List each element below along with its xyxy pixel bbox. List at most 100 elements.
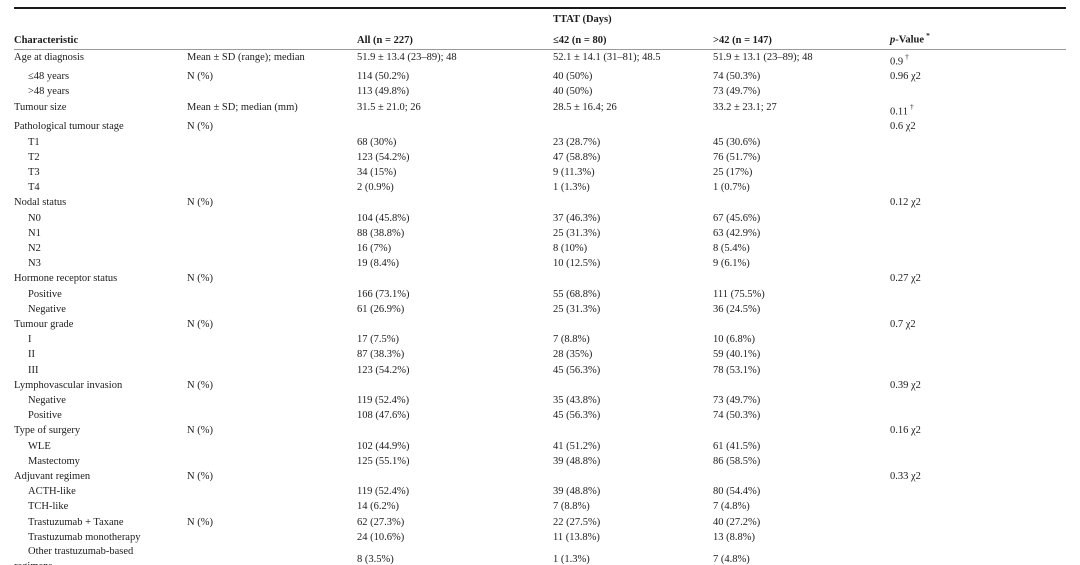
cell-p-text: 0.96 χ2 bbox=[890, 69, 1066, 84]
cell-gt42 bbox=[713, 271, 890, 286]
cell-text: 114 (50.2%) bbox=[357, 71, 410, 83]
cell-text: Other trastuzumab-based regimens bbox=[14, 546, 134, 565]
cell-text: Mastectomy bbox=[28, 455, 80, 467]
cell-descriptor bbox=[187, 211, 357, 226]
cell-text: 87 (38.3%) bbox=[357, 349, 405, 361]
cell-p-text bbox=[890, 332, 1066, 347]
cell-le42 bbox=[553, 423, 713, 438]
cell-text: 34 (15%) bbox=[357, 166, 397, 178]
cell-descriptor bbox=[187, 165, 357, 180]
cell-all: 114 (50.2%) bbox=[357, 69, 553, 84]
cell-all: 17 (7.5%) bbox=[357, 332, 553, 347]
cell-all: 104 (45.8%) bbox=[357, 211, 553, 226]
cell-descriptor bbox=[187, 363, 357, 378]
cell-label: >48 years bbox=[14, 84, 187, 99]
cell-text: 55 (68.8%) bbox=[553, 288, 601, 300]
cell-gt42: 36 (24.5%) bbox=[713, 302, 890, 317]
cell-all: 125 (55.1%) bbox=[357, 454, 553, 469]
cell-descriptor: N (%) bbox=[187, 317, 357, 332]
header-spacer bbox=[187, 8, 357, 28]
cell-text: 166 (73.1%) bbox=[357, 288, 410, 300]
cell-text: 7 (8.8%) bbox=[553, 334, 590, 346]
cell-text: 0.7 χ2 bbox=[890, 318, 916, 330]
cell-text: 16 (7%) bbox=[357, 242, 392, 254]
cell-text: 9 (11.3%) bbox=[553, 166, 595, 178]
cell-label: Type of surgery bbox=[14, 423, 187, 438]
cell-text: 102 (44.9%) bbox=[357, 440, 410, 452]
cell-text: Negative bbox=[28, 303, 66, 315]
cell-all: 123 (54.2%) bbox=[357, 363, 553, 378]
cell-text: 108 (47.6%) bbox=[357, 410, 410, 422]
cell-text: 0.27 χ2 bbox=[890, 273, 921, 285]
cell-label: T1 bbox=[14, 135, 187, 150]
table-row: N1 88 (38.8%) 25 (31.3%) 63 (42.9%) bbox=[14, 226, 1066, 241]
cell-text: N (%) bbox=[187, 470, 213, 482]
cell-text: 76 (51.7%) bbox=[713, 151, 761, 163]
table-row: T3 34 (15%) 9 (11.3%) 25 (17%) bbox=[14, 165, 1066, 180]
cell-gt42: 63 (42.9%) bbox=[713, 226, 890, 241]
cell-text: 8 (3.5%) bbox=[357, 553, 394, 565]
cell-all bbox=[357, 119, 553, 134]
cell-all: 108 (47.6%) bbox=[357, 408, 553, 423]
cell-all: 119 (52.4%) bbox=[357, 393, 553, 408]
cell-le42 bbox=[553, 469, 713, 484]
cell-all: 16 (7%) bbox=[357, 241, 553, 256]
cell-label: I bbox=[14, 332, 187, 347]
cell-text: Hormone receptor status bbox=[14, 273, 118, 285]
cell-text: III bbox=[28, 364, 39, 376]
cell-text: Positive bbox=[28, 288, 62, 300]
cell-all: 87 (38.3%) bbox=[357, 347, 553, 362]
cell-gt42 bbox=[713, 119, 890, 134]
cell-text: 45 (56.3%) bbox=[553, 410, 601, 422]
cell-label: Positive bbox=[14, 408, 187, 423]
table-header: TTAT (Days) Characteristic All (n = 227)… bbox=[14, 8, 1067, 49]
cell-descriptor: N (%) bbox=[187, 271, 357, 286]
cell-p-text: 0.9 † bbox=[890, 49, 1066, 69]
cell-gt42: 45 (30.6%) bbox=[713, 135, 890, 150]
cell-descriptor: Mean ± SD (range); median bbox=[187, 49, 357, 69]
cell-text: 19 (8.4%) bbox=[357, 258, 399, 270]
cell-label: ≤48 years bbox=[14, 69, 187, 84]
table-row: Tumour size Mean ± SD; median (mm) 31.5 ± … bbox=[14, 100, 1066, 120]
cell-text: N (%) bbox=[187, 273, 213, 285]
cell-text: 67 (45.6%) bbox=[713, 212, 761, 224]
table-row: ≤48 years N (%) 114 (50.2%) 40 (50%) 74 (50.… bbox=[14, 69, 1066, 84]
cell-gt42: 76 (51.7%) bbox=[713, 150, 890, 165]
header-row: Characteristic All (n = 227) ≤42 (n = 80… bbox=[14, 28, 1066, 49]
cell-descriptor bbox=[187, 84, 357, 99]
cell-gt42: 61 (41.5%) bbox=[713, 439, 890, 454]
table-body: Age at diagnosis Mean ± SD (range); media… bbox=[14, 49, 1066, 565]
cell-p-text bbox=[890, 408, 1066, 423]
header-gt42: >42 (n = 147) bbox=[713, 34, 772, 46]
cell-descriptor bbox=[187, 347, 357, 362]
cell-all: 14 (6.2%) bbox=[357, 499, 553, 514]
cell-p-text: 0.39 χ2 bbox=[890, 378, 1066, 393]
header-group-row: TTAT (Days) bbox=[14, 8, 1066, 28]
cell-label: Tumour grade bbox=[14, 317, 187, 332]
cell-text: 104 (45.8%) bbox=[357, 212, 410, 224]
cell-text: Type of surgery bbox=[14, 425, 81, 437]
dagger-superscript: † bbox=[905, 52, 909, 61]
cell-gt42: 73 (49.7%) bbox=[713, 393, 890, 408]
cell-text: 7 (4.8%) bbox=[713, 501, 750, 513]
cell-descriptor bbox=[187, 332, 357, 347]
cell-text: Positive bbox=[28, 410, 62, 422]
cell-all bbox=[357, 271, 553, 286]
cell-descriptor bbox=[187, 499, 357, 514]
cell-text: WLE bbox=[28, 440, 51, 452]
cell-text: 1 (0.7%) bbox=[713, 182, 750, 194]
cell-le42: 45 (56.3%) bbox=[553, 408, 713, 423]
cell-text: 74 (50.3%) bbox=[713, 71, 761, 83]
cell-text: 0.16 χ2 bbox=[890, 425, 921, 437]
cell-all bbox=[357, 378, 553, 393]
cell-text: 1 (1.3%) bbox=[553, 182, 590, 194]
table-row: Mastectomy 125 (55.1%) 39 (48.8%) 86 (58.5%… bbox=[14, 454, 1066, 469]
table-row: II 87 (38.3%) 28 (35%) 59 (40.1%) bbox=[14, 347, 1066, 362]
cell-le42: 8 (10%) bbox=[553, 241, 713, 256]
cell-all: 2 (0.9%) bbox=[357, 180, 553, 195]
cell-label: Hormone receptor status bbox=[14, 271, 187, 286]
paper-table-page: TTAT (Days) Characteristic All (n = 227)… bbox=[0, 7, 1080, 565]
cell-p-text: 0.27 χ2 bbox=[890, 271, 1066, 286]
table-row: I 17 (7.5%) 7 (8.8%) 10 (6.8%) bbox=[14, 332, 1066, 347]
cell-gt42: 78 (53.1%) bbox=[713, 363, 890, 378]
